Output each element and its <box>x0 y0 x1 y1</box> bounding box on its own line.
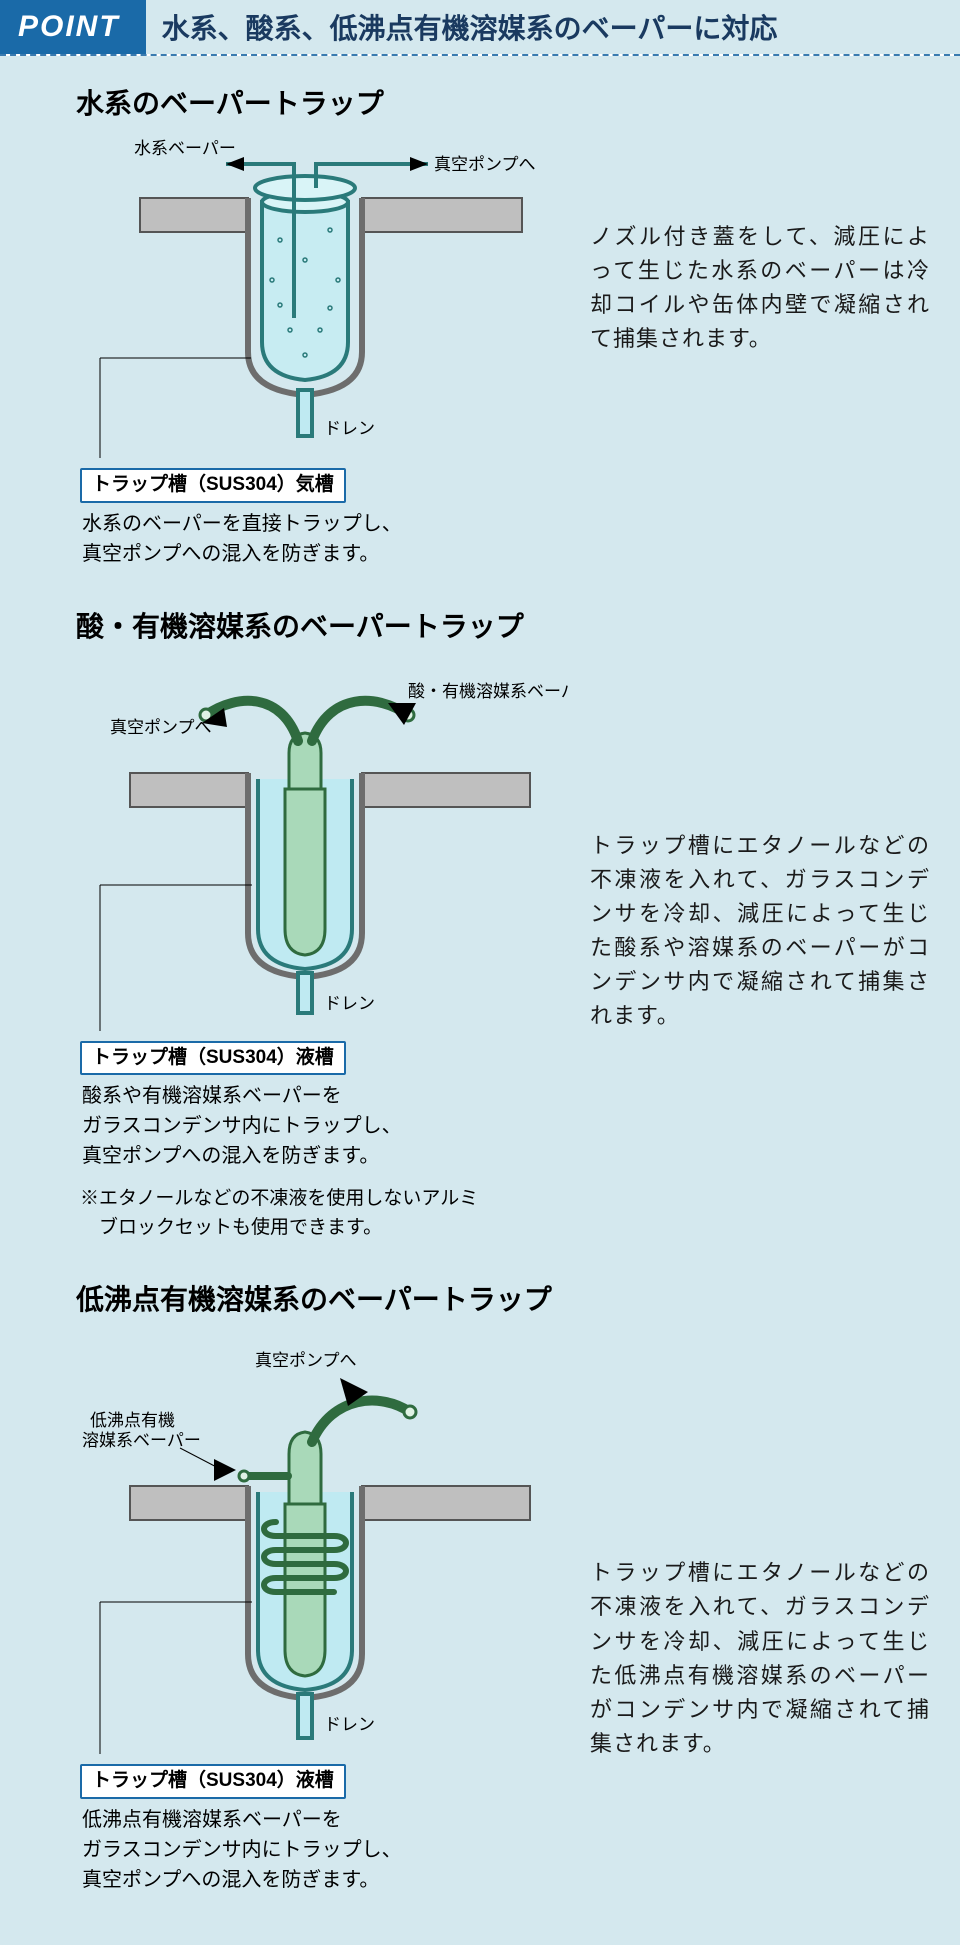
description: ノズル付き蓋をして、減圧によって生じた水系のベーパーは冷却コイルや缶体内壁で凝縮… <box>590 220 930 356</box>
point-tag: POINT <box>0 0 146 54</box>
section-low-bp: 低沸点有機溶媒系のベーパートラップ <box>0 1252 960 1905</box>
diagram-acid: 真空ポンプへ 酸・有機溶媒系ベーパー ドレン <box>30 653 570 1033</box>
label-outlet: 真空ポンプへ <box>110 718 212 737</box>
figure-low-bp: 真空ポンプへ 低沸点有機 溶媒系ベーパー ドレン トラップ槽（SUS304）液槽… <box>30 1326 570 1895</box>
section-note: ※エタノールなどの不凍液を使用しないアルミ ブロックセットも使用できます。 <box>80 1185 930 1242</box>
label-outlet: 真空ポンプへ <box>255 1351 357 1370</box>
section-title: 水系のベーパートラップ <box>76 82 930 122</box>
page: POINT 水系、酸系、低沸点有機溶媒系のベーパーに対応 水系のベーパートラップ <box>0 0 960 1945</box>
label-drain: ドレン <box>324 419 375 438</box>
diagram-low-bp: 真空ポンプへ 低沸点有機 溶媒系ベーパー ドレン <box>30 1326 570 1756</box>
diagram-aqueous: 水系ベーパー 真空ポンプへ ドレン <box>30 130 570 460</box>
trap-caption: 低沸点有機溶媒系ベーパーを ガラスコンデンサ内にトラップし、 真空ポンプへの混入… <box>82 1805 570 1895</box>
description: トラップ槽にエタノールなどの不凍液を入れて、ガラスコンデンサを冷却、減圧によって… <box>590 829 930 1034</box>
point-banner: POINT 水系、酸系、低沸点有機溶媒系のベーパーに対応 <box>0 0 960 56</box>
label-inlet-line1: 低沸点有機 <box>90 1411 175 1430</box>
label-inlet: 酸・有機溶媒系ベーパー <box>408 682 570 701</box>
label-drain: ドレン <box>324 994 375 1013</box>
figure-acid: 真空ポンプへ 酸・有機溶媒系ベーパー ドレン トラップ槽（SUS304）液槽 酸… <box>30 653 570 1172</box>
label-inlet-line2: 溶媒系ベーパー <box>82 1431 201 1450</box>
trap-caption: 酸系や有機溶媒系ベーパーを ガラスコンデンサ内にトラップし、 真空ポンプへの混入… <box>82 1081 570 1171</box>
trap-caption: 水系のベーパーを直接トラップし、 真空ポンプへの混入を防ぎます。 <box>82 509 570 569</box>
section-acid-solvent: 酸・有機溶媒系のベーパートラップ <box>0 579 960 1253</box>
point-headline: 水系、酸系、低沸点有機溶媒系のベーパーに対応 <box>146 0 960 54</box>
trap-label-box: トラップ槽（SUS304）液槽 <box>80 1764 346 1799</box>
label-drain: ドレン <box>324 1715 375 1734</box>
section-title: 低沸点有機溶媒系のベーパートラップ <box>76 1278 930 1318</box>
figure-aqueous: 水系ベーパー 真空ポンプへ ドレン トラップ槽（SUS304）気槽 水系のベーパ… <box>30 130 570 569</box>
trap-label-box: トラップ槽（SUS304）液槽 <box>80 1041 346 1076</box>
description: トラップ槽にエタノールなどの不凍液を入れて、ガラスコンデンサを冷却、減圧によって… <box>590 1556 930 1761</box>
trap-label-box: トラップ槽（SUS304）気槽 <box>80 468 346 503</box>
section-aqueous: 水系のベーパートラップ <box>0 56 960 579</box>
section-title: 酸・有機溶媒系のベーパートラップ <box>76 605 930 645</box>
label-inlet: 水系ベーパー <box>134 139 236 158</box>
label-outlet: 真空ポンプへ <box>434 155 536 174</box>
